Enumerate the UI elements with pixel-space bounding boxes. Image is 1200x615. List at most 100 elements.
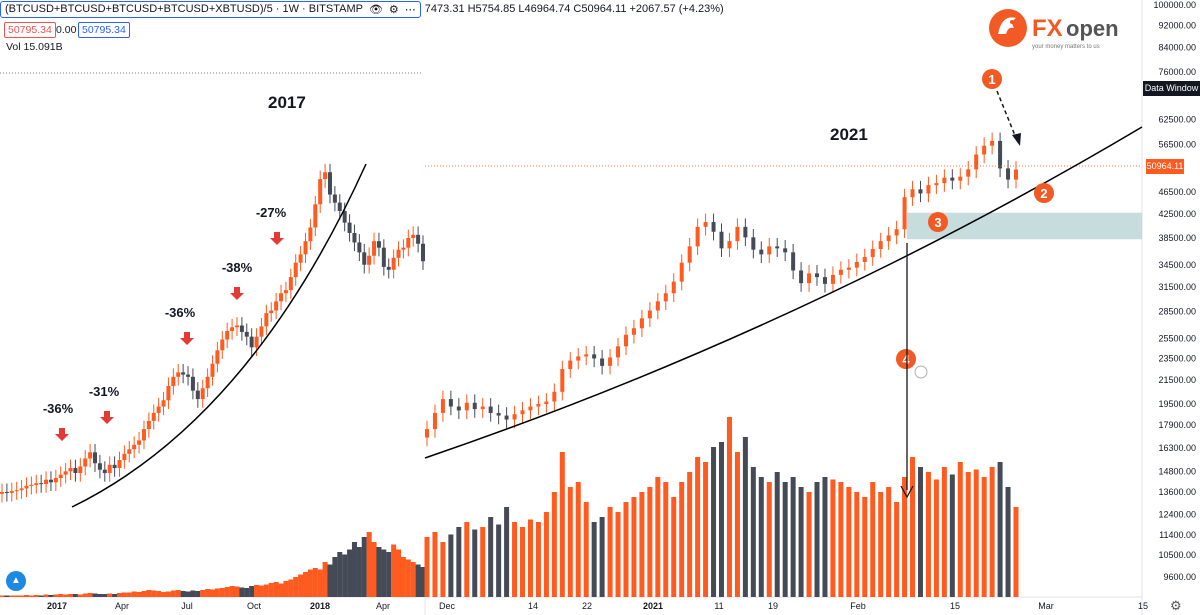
candle-2017-candle (283, 290, 288, 294)
ask-price[interactable]: 50795.34 (78, 22, 130, 38)
candle-2017-candle (313, 204, 318, 228)
vol-2021-volume-bar (790, 477, 796, 597)
vol-2021-volume-bar (894, 502, 900, 597)
vol-2021-volume-bar (1013, 507, 1019, 597)
down-arrow-icon (180, 332, 194, 345)
candle-2017-candle (112, 464, 117, 469)
vol-2021-volume-bar (695, 457, 701, 597)
bid-price[interactable]: 50795.34 (4, 22, 56, 38)
candle-2021-candle (679, 262, 684, 282)
brand-tagline: your money matters to us (1032, 44, 1100, 50)
candle-2017-candle (249, 336, 254, 348)
candle-2021-candle (950, 177, 955, 181)
candle-2017-candle (225, 331, 230, 340)
candle-2017-candle (83, 458, 88, 467)
vol-2017-volume-bar (317, 569, 323, 597)
x-tick-label: 11 (714, 601, 723, 611)
vol-2017-volume-bar (219, 588, 225, 597)
vol-2021-volume-bar (989, 467, 995, 597)
candle-2017-candle (239, 325, 244, 332)
candle-2021-candle (671, 281, 676, 294)
vol-2021-volume-bar (464, 522, 470, 597)
vol-2021-volume-bar (440, 542, 446, 597)
candle-2021-candle (560, 369, 565, 392)
vol-2017-volume-bar (381, 549, 387, 597)
candle-2017-candle (357, 242, 362, 253)
candle-2017-candle (200, 388, 205, 400)
candle-2017-candle (386, 266, 391, 270)
vol-2017-volume-bar (43, 594, 49, 597)
y-tick-label: 16300.00 (1158, 443, 1196, 453)
symbol-box[interactable]: (BTCUSD+BTCUSD+BTCUSD+BTCUSD+XBTUSD)/5 ·… (0, 0, 421, 18)
candle-2017-candle (244, 331, 249, 337)
candle-2017-candle (19, 488, 24, 491)
candle-2021-candle (743, 226, 748, 238)
candle-2021-candle (623, 334, 628, 347)
candle-2021-candle (886, 235, 891, 242)
candle-2017-candle (274, 301, 279, 311)
candle-2017-candle (288, 277, 293, 291)
y-tick-label: 62500.00 (1158, 115, 1196, 125)
badge-circle (896, 349, 916, 369)
candle-2021-candle (735, 226, 740, 242)
candle-2017-candle (97, 463, 102, 470)
more-icon[interactable]: ⋯ (404, 3, 416, 16)
vol-2017-volume-bar (200, 590, 206, 597)
vol-2017-volume-bar (9, 595, 15, 597)
candle-2017-candle (141, 429, 146, 441)
vol-2017-volume-bar (396, 549, 402, 597)
candle-2017-candle (166, 385, 171, 401)
candle-2017-candle (352, 232, 357, 243)
axis-settings-icon[interactable]: ⚙ (1170, 598, 1182, 613)
vol-2017-volume-bar (116, 593, 122, 597)
vol-2017-volume-bar (312, 568, 318, 597)
vol-2021-volume-bar (981, 477, 987, 597)
gear-icon[interactable]: ⚙ (388, 3, 399, 16)
candle-2017-candle (318, 179, 323, 205)
y-tick-label: 92000.00 (1158, 20, 1196, 30)
candle-2017-candle (107, 464, 112, 473)
price-axis (1142, 0, 1200, 615)
vol-2021-volume-bar (432, 532, 438, 597)
x-tick-label: Apr (115, 601, 129, 611)
drawdown-label: -36% (43, 401, 74, 416)
vol-2017-volume-bar (234, 586, 240, 597)
vol-2017-volume-bar (283, 581, 289, 597)
x-tick-label: Oct (247, 601, 262, 611)
vol-2017-volume-bar (244, 588, 250, 597)
vol-2017-volume-bar (0, 595, 5, 597)
vol-2021-volume-bar (472, 529, 478, 597)
eye-icon[interactable]: 👁 (368, 3, 383, 16)
vol-2017-volume-bar (112, 594, 118, 597)
candle-2021-candle (998, 140, 1003, 169)
candle-2021-candle (488, 406, 493, 413)
candle-2021-candle (982, 145, 987, 155)
candle-2021-candle (870, 249, 875, 258)
candle-2017-candle (44, 479, 49, 485)
vol-2021-volume-bar (830, 479, 836, 597)
vol-2017-volume-bar (77, 594, 83, 597)
vol-2021-volume-bar (559, 452, 565, 597)
tradingview-logo-icon[interactable]: ▲ (6, 571, 26, 591)
candle-2021-candle (496, 412, 501, 416)
vol-2021-volume-bar (456, 527, 462, 597)
vol-2017-volume-bar (415, 564, 421, 597)
candle-2021-candle (799, 270, 804, 284)
candle-2021-candle (544, 401, 549, 405)
vol-2017-volume-bar (278, 583, 284, 597)
data-window-button[interactable]: Data Window (1143, 81, 1200, 96)
vol-2017-volume-bar (107, 593, 113, 597)
candle-2017-candle (102, 469, 107, 473)
vol-2017-volume-bar (141, 591, 147, 597)
candle-2021-candle (759, 249, 764, 255)
vol-2017-volume-bar (391, 544, 397, 597)
vol-2021-volume-bar (551, 492, 557, 597)
candle-2017-candle (151, 412, 156, 421)
vol-2021-volume-bar (512, 522, 518, 597)
vol-2021-volume-bar (925, 472, 931, 597)
candle-2021-candle (504, 415, 509, 420)
candle-2021-candle (862, 257, 867, 262)
candle-2021-candle (568, 360, 573, 370)
volume-label: Vol (6, 41, 21, 53)
